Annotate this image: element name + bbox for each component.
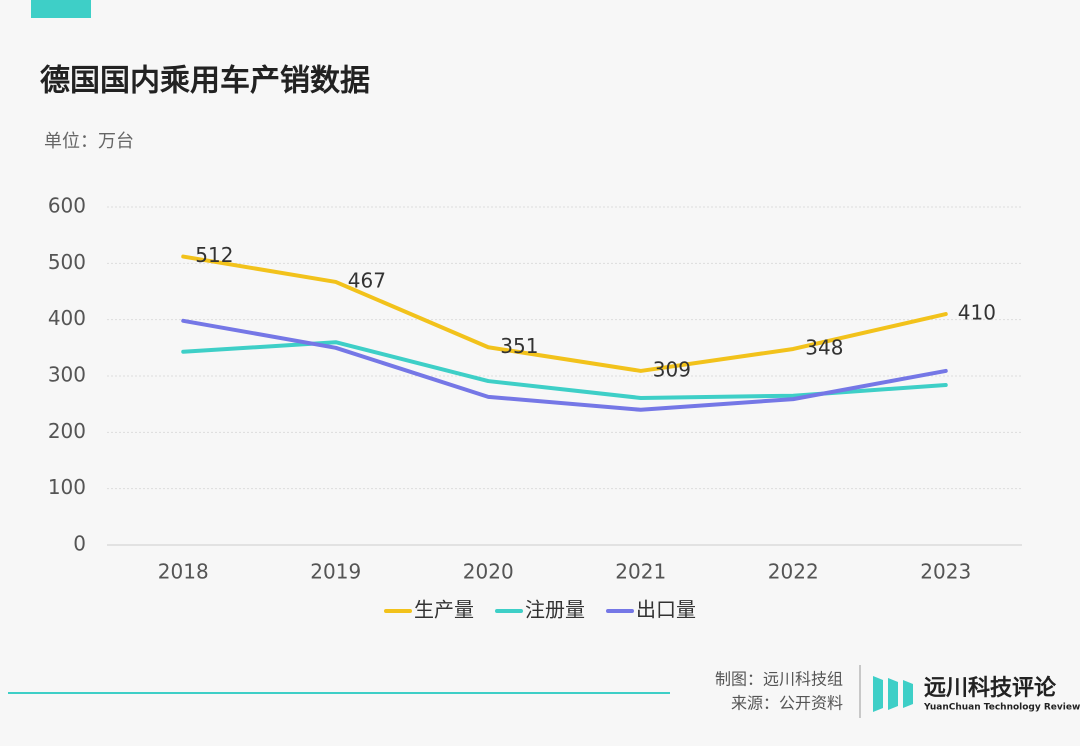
chart-subtitle: 单位：万台 (44, 131, 134, 152)
chart-title: 德国国内乘用车产销数据 (40, 64, 370, 99)
x-tick-label: 2021 (615, 560, 666, 584)
brand-name-en: YuanChuan Technology Review (923, 703, 1080, 713)
legend-label: 出口量 (636, 598, 696, 622)
data-label: 467 (348, 268, 386, 292)
line-series (181, 318, 948, 412)
logo-bar (888, 678, 898, 710)
brand-name: 远川科技评论 (924, 675, 1057, 701)
data-label: 348 (805, 335, 843, 359)
logo-bar (873, 676, 883, 712)
x-tick-label: 2023 (920, 560, 971, 584)
data-label: 512 (195, 243, 233, 267)
line-series (181, 254, 948, 373)
y-tick-label: 600 (48, 194, 86, 218)
x-tick-label: 2020 (463, 560, 514, 584)
data-label: 410 (958, 301, 996, 325)
brand-logo (873, 676, 913, 712)
y-tick-label: 200 (48, 419, 86, 443)
x-tick-label: 2022 (768, 560, 819, 584)
y-tick-label: 0 (73, 532, 86, 556)
data-label: 351 (500, 334, 538, 358)
accent-bar (31, 0, 91, 18)
x-tick-label: 2019 (310, 560, 361, 584)
legend-label: 注册量 (525, 598, 585, 622)
legend-label: 生产量 (414, 598, 474, 622)
y-tick-label: 100 (48, 475, 86, 499)
y-tick-label: 400 (48, 306, 86, 330)
logo-bar (903, 680, 913, 708)
footer-credit: 制图：远川科技组 (715, 670, 843, 689)
y-tick-label: 500 (48, 250, 86, 274)
data-label: 309 (653, 357, 691, 381)
y-tick-label: 300 (48, 363, 86, 387)
footer-source: 来源：公开资料 (731, 694, 843, 713)
x-tick-label: 2018 (158, 560, 209, 584)
